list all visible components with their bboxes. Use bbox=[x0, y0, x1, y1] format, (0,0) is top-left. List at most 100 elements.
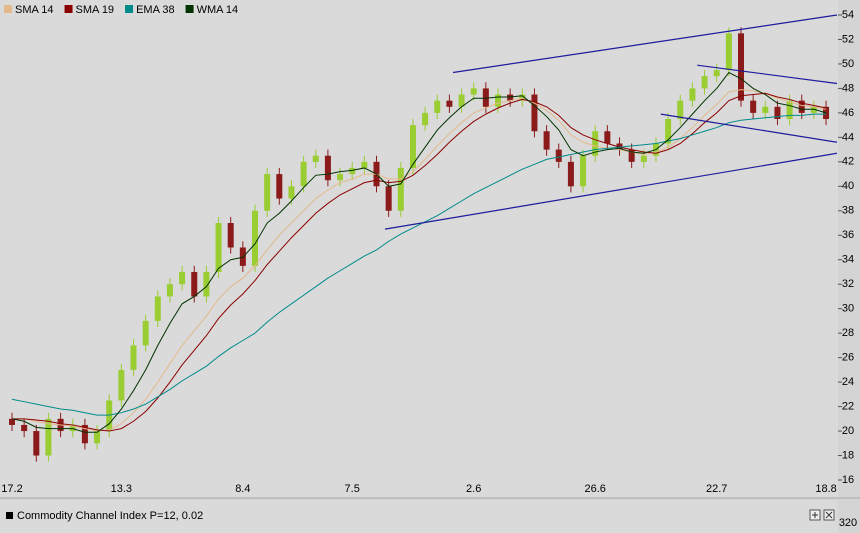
candle-body bbox=[118, 369, 125, 401]
ma-line bbox=[12, 89, 827, 432]
candle-body bbox=[738, 33, 744, 101]
y-tick-label: 38 bbox=[842, 205, 854, 217]
y-tick-label: 28 bbox=[842, 327, 854, 339]
candle-body bbox=[276, 174, 283, 199]
candle-body bbox=[33, 431, 40, 456]
candle-body bbox=[106, 400, 113, 432]
candle-body bbox=[397, 167, 404, 211]
x-tick-label: 26.6 bbox=[584, 483, 605, 495]
candle-body bbox=[543, 131, 550, 150]
candle-body bbox=[774, 106, 781, 120]
candle-body bbox=[689, 88, 696, 101]
candle-body bbox=[264, 174, 271, 211]
indicator-panel bbox=[0, 500, 838, 533]
candle-body bbox=[519, 94, 526, 101]
legend-label: EMA 38 bbox=[136, 4, 175, 16]
candle-body bbox=[252, 210, 258, 266]
ma-line bbox=[11, 113, 827, 416]
candle-body bbox=[810, 106, 817, 113]
y-tick-label: 16 bbox=[842, 474, 854, 486]
candle-body bbox=[361, 161, 368, 168]
y-tick-label: 32 bbox=[842, 278, 854, 290]
candle-body bbox=[227, 223, 234, 248]
candle-body bbox=[640, 155, 647, 162]
candle-body bbox=[154, 296, 161, 321]
candle-body bbox=[495, 94, 501, 107]
candle-body bbox=[701, 76, 708, 89]
y-tick-label: 54 bbox=[842, 9, 854, 21]
candle-body bbox=[604, 131, 611, 144]
candle-body bbox=[422, 112, 429, 126]
candle-body bbox=[179, 271, 186, 285]
trendline bbox=[697, 64, 838, 85]
legend-swatch bbox=[4, 5, 12, 13]
candle-body bbox=[725, 33, 732, 71]
candle-body bbox=[507, 94, 514, 101]
candle-body bbox=[665, 119, 672, 144]
candle-body bbox=[215, 223, 222, 272]
candle-body bbox=[434, 100, 441, 113]
candle-body bbox=[470, 88, 477, 95]
trendline bbox=[384, 152, 838, 230]
candle-body bbox=[288, 186, 295, 199]
x-tick-label: 2.6 bbox=[466, 483, 481, 495]
indicator-title: Commodity Channel Index P=12, 0.02 bbox=[17, 510, 203, 522]
y-tick-label: 40 bbox=[842, 180, 854, 192]
button-icons bbox=[812, 511, 833, 519]
candle-body bbox=[324, 155, 331, 181]
y-tick-label: 48 bbox=[842, 82, 854, 94]
indicator-tick-label: 320 bbox=[839, 517, 857, 529]
indicator-swatch bbox=[6, 512, 13, 519]
candle-body bbox=[21, 424, 28, 432]
y-tick-label: 18 bbox=[842, 449, 854, 461]
candle-body bbox=[616, 143, 623, 150]
candle-body bbox=[349, 167, 356, 175]
candle-body bbox=[555, 149, 562, 162]
candle-body bbox=[567, 161, 574, 187]
y-tick-label: 26 bbox=[842, 352, 854, 364]
x-tick-label: 18.8 bbox=[815, 483, 836, 495]
candle-body bbox=[312, 155, 319, 162]
candle-body bbox=[531, 94, 538, 132]
y-tick-label: 50 bbox=[842, 58, 854, 70]
candle-body bbox=[580, 155, 587, 187]
candle-body bbox=[337, 174, 344, 181]
y-tick-label: 24 bbox=[842, 376, 854, 388]
candle-body bbox=[203, 271, 210, 297]
candle-body bbox=[81, 424, 88, 444]
y-tick-label: 46 bbox=[842, 107, 854, 119]
candle-body bbox=[458, 94, 465, 107]
y-tick-label: 36 bbox=[842, 229, 854, 241]
candle-body bbox=[130, 345, 137, 370]
candle-body bbox=[191, 271, 198, 297]
candle-body bbox=[409, 125, 416, 168]
candle-body bbox=[45, 418, 52, 456]
y-tick-label: 34 bbox=[842, 254, 854, 266]
legend-label: WMA 14 bbox=[197, 4, 239, 16]
candle-body bbox=[786, 100, 793, 120]
x-tick-label: 13.3 bbox=[111, 483, 132, 495]
x-tick-label: 17.2 bbox=[1, 483, 22, 495]
candle-body bbox=[482, 88, 489, 107]
candle-body bbox=[166, 284, 173, 297]
candle-body bbox=[713, 70, 720, 77]
legend-label: SMA 14 bbox=[15, 4, 54, 16]
ma-line bbox=[11, 71, 827, 433]
y-tick-label: 42 bbox=[842, 156, 854, 168]
trendline bbox=[660, 113, 838, 143]
candle-body bbox=[677, 100, 684, 120]
candle-body bbox=[9, 418, 15, 425]
legend-swatch bbox=[125, 5, 134, 13]
y-tick-label: 20 bbox=[842, 425, 854, 437]
trendline bbox=[452, 14, 838, 74]
candle-body bbox=[69, 424, 76, 432]
candle-body bbox=[592, 131, 599, 156]
candle-body bbox=[94, 431, 101, 444]
candle-body bbox=[762, 106, 769, 113]
candle-body bbox=[798, 100, 805, 113]
legend-swatch bbox=[185, 5, 194, 13]
legend-label: SMA 19 bbox=[76, 4, 115, 16]
candle-body bbox=[142, 320, 149, 346]
